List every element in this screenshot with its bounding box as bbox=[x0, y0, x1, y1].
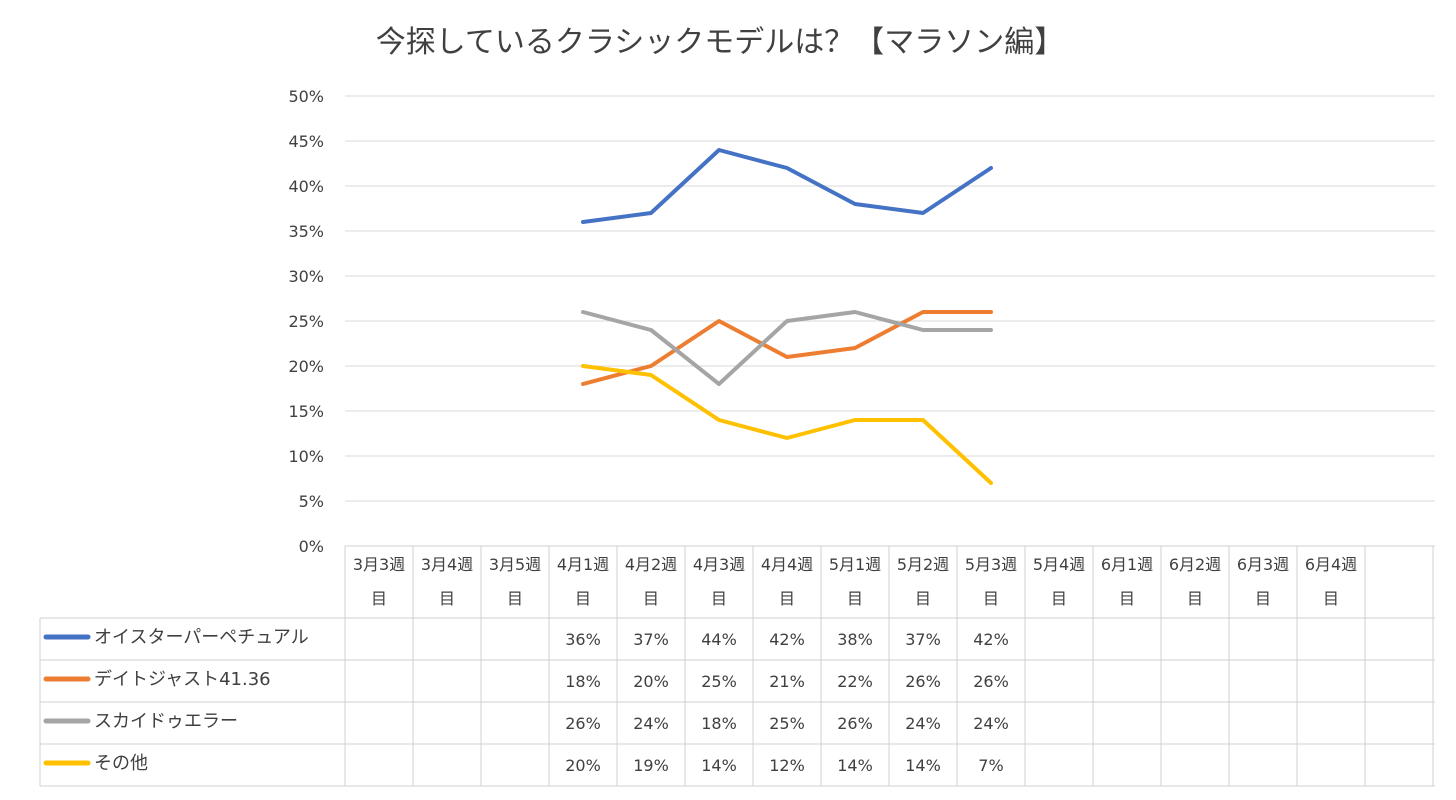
y-tick-label: 5% bbox=[299, 492, 324, 511]
table-value: 18% bbox=[701, 714, 737, 733]
table-value: 24% bbox=[973, 714, 1009, 733]
y-tick-label: 25% bbox=[288, 312, 324, 331]
table-value: 44% bbox=[701, 630, 737, 649]
table-value: 26% bbox=[565, 714, 601, 733]
category-label: 6月2週 bbox=[1169, 555, 1221, 574]
y-tick-label: 45% bbox=[288, 132, 324, 151]
category-label-line2: 目 bbox=[1255, 589, 1271, 608]
category-label: 4月3週 bbox=[693, 555, 745, 574]
category-label-line2: 目 bbox=[915, 589, 931, 608]
table-value: 7% bbox=[978, 756, 1003, 775]
table-value: 24% bbox=[905, 714, 941, 733]
table-value: 19% bbox=[633, 756, 669, 775]
table-value: 36% bbox=[565, 630, 601, 649]
table-value: 12% bbox=[769, 756, 805, 775]
category-label: 3月4週 bbox=[421, 555, 473, 574]
table-value: 25% bbox=[769, 714, 805, 733]
y-tick-label: 40% bbox=[288, 177, 324, 196]
table-value: 14% bbox=[701, 756, 737, 775]
table-value: 42% bbox=[769, 630, 805, 649]
table-value: 25% bbox=[701, 672, 737, 691]
category-label: 3月5週 bbox=[489, 555, 541, 574]
y-tick-label: 35% bbox=[288, 222, 324, 241]
category-label: 6月4週 bbox=[1305, 555, 1357, 574]
series-line bbox=[581, 148, 993, 224]
category-label-line2: 目 bbox=[779, 589, 795, 608]
category-label: 4月1週 bbox=[557, 555, 609, 574]
category-label: 6月3週 bbox=[1237, 555, 1289, 574]
category-label-line2: 目 bbox=[1187, 589, 1203, 608]
category-label: 3月3週 bbox=[353, 555, 405, 574]
table-value: 21% bbox=[769, 672, 805, 691]
table-value: 26% bbox=[973, 672, 1009, 691]
category-label-line2: 目 bbox=[439, 589, 455, 608]
series-line bbox=[581, 364, 993, 485]
y-tick-label: 20% bbox=[288, 357, 324, 376]
category-label: 6月1週 bbox=[1101, 555, 1153, 574]
table-value: 42% bbox=[973, 630, 1009, 649]
y-tick-label: 30% bbox=[288, 267, 324, 286]
table-value: 14% bbox=[905, 756, 941, 775]
category-label-line2: 目 bbox=[983, 589, 999, 608]
legend-label: スカイドゥエラー bbox=[94, 711, 238, 732]
chart-title: 今探しているクラシックモデルは？【マラソン編】 bbox=[376, 25, 1065, 60]
legend-label: デイトジャスト41.36 bbox=[94, 669, 271, 690]
table-value: 37% bbox=[633, 630, 669, 649]
table-value: 14% bbox=[837, 756, 873, 775]
category-label-line2: 目 bbox=[371, 589, 387, 608]
category-label: 5月1週 bbox=[829, 555, 881, 574]
series-line bbox=[581, 310, 993, 386]
table-value: 22% bbox=[837, 672, 873, 691]
category-label-line2: 目 bbox=[507, 589, 523, 608]
y-axis-ticks: 0% 5% 10% 15% 20% 25% 30% 35% 40% 45% 50% bbox=[288, 87, 324, 556]
table-value: 18% bbox=[565, 672, 601, 691]
category-label-line2: 目 bbox=[847, 589, 863, 608]
category-label-line2: 目 bbox=[711, 589, 727, 608]
category-label: 4月2週 bbox=[625, 555, 677, 574]
table-value: 37% bbox=[905, 630, 941, 649]
table-value: 26% bbox=[905, 672, 941, 691]
category-label-line2: 目 bbox=[575, 589, 591, 608]
table-value: 24% bbox=[633, 714, 669, 733]
legend-label: その他 bbox=[94, 753, 148, 774]
y-tick-label: 50% bbox=[288, 87, 324, 106]
legend-label: オイスターパーペチュアル bbox=[94, 627, 309, 648]
category-label: 5月3週 bbox=[965, 555, 1017, 574]
category-label-line2: 目 bbox=[1323, 589, 1339, 608]
category-label-line2: 目 bbox=[1051, 589, 1067, 608]
y-tick-label: 10% bbox=[288, 447, 324, 466]
category-label-line2: 目 bbox=[643, 589, 659, 608]
category-label: 4月4週 bbox=[761, 555, 813, 574]
table-value: 20% bbox=[565, 756, 601, 775]
table-value: 20% bbox=[633, 672, 669, 691]
series-line bbox=[581, 310, 993, 386]
category-label: 5月2週 bbox=[897, 555, 949, 574]
category-label-line2: 目 bbox=[1119, 589, 1135, 608]
data-table-values: 36% 37% 44% 42% 38% 37% 42% 18% 20% 25% 21% 22% 26% 2… bbox=[565, 630, 1009, 775]
data-table bbox=[39, 545, 1435, 787]
table-value: 26% bbox=[837, 714, 873, 733]
series-lines bbox=[581, 148, 993, 485]
table-value: 38% bbox=[837, 630, 873, 649]
y-tick-label: 0% bbox=[299, 537, 324, 556]
y-tick-label: 15% bbox=[288, 402, 324, 421]
category-label: 5月4週 bbox=[1033, 555, 1085, 574]
gridlines bbox=[345, 95, 1435, 502]
